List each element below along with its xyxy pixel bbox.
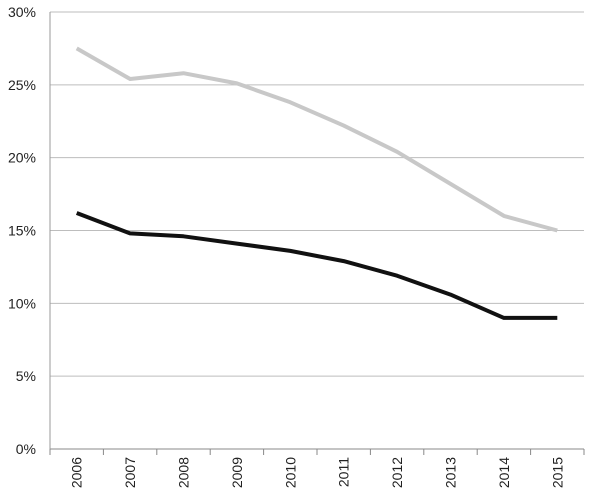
y-tick-label: 25% [8, 77, 36, 93]
x-tick-label: 2006 [69, 457, 85, 488]
x-tick-label: 2011 [336, 457, 352, 487]
y-tick-label: 10% [8, 295, 36, 311]
x-tick-label: 2010 [282, 457, 298, 488]
gridlines [49, 11, 584, 450]
x-tick-label: 2008 [176, 457, 192, 488]
y-axis-tick-labels: 0% 5% 10% 15% 20% 25% 30% [8, 4, 36, 457]
y-tick-label: 5% [16, 368, 36, 384]
series-lines [75, 46, 558, 320]
series-line-2 [75, 211, 558, 320]
x-tick-label: 2014 [496, 457, 512, 488]
y-tick-label: 30% [8, 4, 36, 20]
series-line-1 [75, 46, 558, 233]
x-tick-label: 2012 [389, 457, 405, 488]
x-tick-label: 2015 [549, 457, 565, 488]
x-axis-tick-marks [49, 449, 585, 455]
y-tick-label: 20% [8, 150, 36, 166]
x-axis-tick-labels: 2006 2007 2008 2009 2010 2011 2012 2013 2014 2015 [69, 457, 566, 488]
x-tick-label: 2009 [229, 457, 245, 488]
y-tick-label: 0% [16, 441, 36, 457]
y-tick-label: 15% [8, 223, 36, 239]
x-tick-label: 2013 [443, 457, 459, 488]
x-tick-label: 2007 [122, 457, 138, 488]
